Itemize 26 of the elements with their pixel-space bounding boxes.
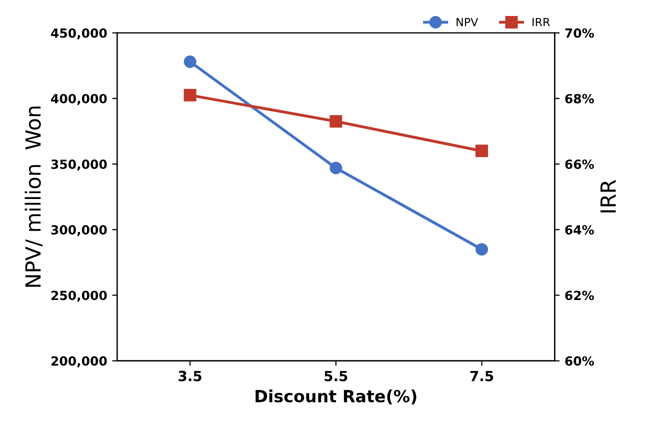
x-axis-title: Discount Rate(%) xyxy=(256,390,416,404)
x-tick-label: 5.5 xyxy=(324,370,348,382)
x-tick-label: 7.5 xyxy=(470,370,494,382)
point xyxy=(184,55,196,68)
y2-tick-label: 68% xyxy=(565,94,594,104)
point xyxy=(184,88,196,102)
y-tick-label: 200,000 xyxy=(51,356,107,368)
y-tick-label: 300,000 xyxy=(51,225,107,236)
point xyxy=(476,243,488,256)
y-tick-label: 400,000 xyxy=(51,94,107,105)
y2-axis-title: IRR xyxy=(600,180,616,212)
y2-tick-label: 60% xyxy=(565,356,594,366)
y2-tick-label: 62% xyxy=(565,290,594,300)
point xyxy=(476,144,488,158)
y-tick-label: 350,000 xyxy=(51,160,107,171)
y-axis-title: NPV/ million Won xyxy=(24,106,43,287)
legend-label: IRR xyxy=(532,18,550,26)
y2-tick-label: 70% xyxy=(565,28,594,38)
y2-tick-label: 64% xyxy=(565,225,594,235)
y-tick-label: 450,000 xyxy=(51,28,107,40)
point xyxy=(330,162,342,174)
y2-tick-label: 66% xyxy=(565,160,594,169)
y-tick-label: 250,000 xyxy=(51,290,107,302)
x-tick-label: 3.5 xyxy=(178,370,202,382)
point xyxy=(330,115,342,128)
legend-label: NPV xyxy=(456,18,478,26)
